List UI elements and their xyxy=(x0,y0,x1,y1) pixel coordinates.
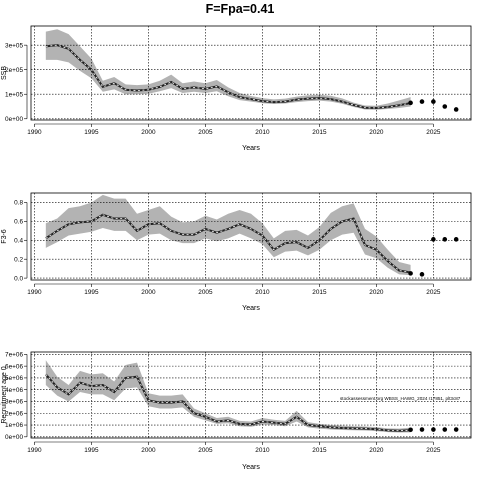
projection-point xyxy=(453,237,459,242)
source-annotation: stockassessment.org WBSS_HAWG_2024 r1785… xyxy=(340,396,461,401)
projection-point xyxy=(453,427,459,432)
x-tick-label: 2020 xyxy=(369,129,384,136)
projection-point xyxy=(431,427,436,432)
x-tick-label: 2005 xyxy=(198,289,213,296)
x-tick-label: 2010 xyxy=(255,289,270,296)
projection-point xyxy=(442,427,448,432)
projection-point xyxy=(419,272,425,277)
plot-frame xyxy=(30,25,472,121)
y-tick-label: 3e+06 xyxy=(5,399,23,406)
projection-point xyxy=(431,99,436,104)
median-line xyxy=(45,213,411,274)
x-tick-label: 2015 xyxy=(312,289,327,296)
y-tick-label: 0e+00 xyxy=(5,116,23,123)
x-tick-label: 2025 xyxy=(426,447,441,454)
plot-frame xyxy=(30,351,472,439)
chart-panel-3: 1990 1995 2000 2005 2010 2015 2020 2025 0e+00 1e+… xyxy=(1,351,472,471)
y-tick-label: 6e+06 xyxy=(5,363,23,370)
x-tick-label: 2000 xyxy=(141,289,156,296)
page-title: F=Fpa=0.41 xyxy=(205,2,275,16)
chart-panel-1: 1990 1995 2000 2005 2010 2015 2020 2025 0e+00 1e+… xyxy=(1,25,472,152)
projection-point xyxy=(431,237,436,242)
x-axis-title: Years xyxy=(242,305,260,312)
y-tick-label: 0.0 xyxy=(14,275,23,282)
y-axis-title: F3-6 xyxy=(1,229,8,244)
x-tick-label: 2025 xyxy=(426,129,441,136)
projection-point xyxy=(408,271,413,276)
y-axis-title: Recruitment age 0 xyxy=(1,366,8,423)
x-tick-label: 2000 xyxy=(141,447,156,454)
x-tick-label: 2020 xyxy=(369,289,384,296)
x-tick-label: 2015 xyxy=(312,447,327,454)
x-tick-label: 1995 xyxy=(84,289,99,296)
projection-point xyxy=(419,427,425,432)
y-tick-label: 1e+06 xyxy=(5,422,23,429)
projection-point xyxy=(408,100,413,106)
x-axis-title: Years xyxy=(242,145,260,152)
chart-panel-2: 1990 1995 2000 2005 2010 2015 2020 2025 0.0 0.2 0.… xyxy=(1,192,472,312)
projection-point xyxy=(453,107,459,112)
x-tick-label: 2000 xyxy=(141,129,156,136)
x-tick-label: 1990 xyxy=(27,129,42,136)
x-tick-label: 2025 xyxy=(426,289,441,296)
y-tick-label: 2e+05 xyxy=(5,67,23,74)
y-tick-label: 0.4 xyxy=(14,237,23,244)
y-tick-label: 4e+06 xyxy=(5,387,23,394)
x-tick-label: 1990 xyxy=(27,447,42,454)
projection-point xyxy=(419,99,425,104)
x-tick-label: 2010 xyxy=(255,447,270,454)
y-tick-label: 0e+00 xyxy=(5,434,23,441)
projection-point xyxy=(442,237,448,242)
plot-frame xyxy=(30,192,472,281)
projection-point xyxy=(408,427,413,433)
median-line-dash xyxy=(45,44,411,109)
y-axis-title: SSB xyxy=(1,66,8,80)
x-tick-label: 1995 xyxy=(84,129,99,136)
x-tick-label: 1995 xyxy=(84,447,99,454)
x-tick-label: 2015 xyxy=(312,129,327,136)
projection-point xyxy=(442,104,448,109)
x-tick-label: 2005 xyxy=(198,447,213,454)
y-tick-label: 1e+05 xyxy=(5,91,23,98)
median-line-dash xyxy=(45,374,411,432)
y-tick-label: 2e+06 xyxy=(5,410,23,417)
x-tick-label: 1990 xyxy=(27,289,42,296)
x-axis-title: Years xyxy=(242,464,260,471)
y-tick-label: 0.6 xyxy=(14,219,23,226)
x-tick-label: 2010 xyxy=(255,129,270,136)
y-tick-label: 5e+06 xyxy=(5,375,23,382)
confidence-band xyxy=(45,194,411,276)
y-tick-label: 7e+06 xyxy=(5,352,23,359)
y-tick-label: 0.2 xyxy=(14,256,23,263)
y-tick-label: 0.8 xyxy=(14,200,23,207)
x-tick-label: 2005 xyxy=(198,129,213,136)
x-tick-label: 2020 xyxy=(369,447,384,454)
y-tick-label: 3e+05 xyxy=(5,42,23,49)
